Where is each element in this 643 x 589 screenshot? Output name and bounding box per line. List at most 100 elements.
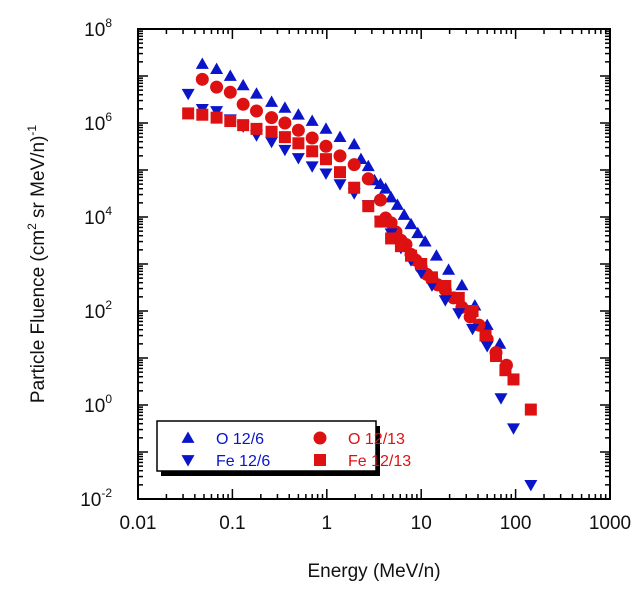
data-point xyxy=(265,111,279,125)
series-o-12-13 xyxy=(195,72,513,372)
data-point xyxy=(452,291,465,304)
data-point xyxy=(210,111,223,124)
legend-item: O 12/13 xyxy=(313,431,405,448)
data-point xyxy=(348,181,361,194)
data-point xyxy=(292,137,305,150)
legend: O 12/6 Fe 12/6 O 12/13 Fe 12/13 xyxy=(156,420,411,476)
data-point xyxy=(405,249,418,262)
y-axis-title-sup2: -1 xyxy=(25,125,39,136)
x-tick-label: 0.1 xyxy=(219,513,245,534)
data-point xyxy=(347,137,361,150)
data-point xyxy=(278,131,291,144)
legend-label: O 12/13 xyxy=(348,431,405,448)
data-point xyxy=(414,267,428,280)
y-tick-label: 10-2 xyxy=(80,486,112,511)
y-tick-labels: 10-2 100 102 104 106 108 xyxy=(80,16,112,511)
legend-label: Fe 12/6 xyxy=(216,453,270,470)
legend-marker-icon xyxy=(181,431,195,443)
data-point xyxy=(411,226,425,239)
data-point xyxy=(236,97,250,111)
data-point xyxy=(415,258,428,270)
data-point xyxy=(223,85,237,99)
data-point xyxy=(195,57,209,69)
data-point xyxy=(265,125,278,138)
data-point xyxy=(507,373,520,386)
series-fe-12-13 xyxy=(182,107,537,416)
y-axis-title-main: Particle Fluence (cm xyxy=(28,230,49,403)
data-point xyxy=(196,108,209,121)
legend-marker-icon xyxy=(313,431,327,445)
data-point xyxy=(236,78,250,91)
data-point xyxy=(490,350,503,363)
data-point xyxy=(333,179,347,191)
data-point xyxy=(333,149,347,163)
legend-item: O 12/6 xyxy=(181,431,264,448)
data-point xyxy=(334,166,347,179)
data-point xyxy=(237,119,250,132)
legend-label: O 12/6 xyxy=(216,431,264,448)
data-point xyxy=(347,158,361,172)
legend-box xyxy=(156,420,377,472)
data-point xyxy=(466,305,479,317)
y-axis-title: Particle Fluence (cm2 sr MeV/n)-1 xyxy=(25,125,49,403)
data-point xyxy=(265,136,279,149)
x-tick-label: 100 xyxy=(500,513,532,534)
data-point xyxy=(305,161,319,173)
data-point xyxy=(442,263,456,275)
data-point xyxy=(466,323,480,336)
data-point xyxy=(319,153,332,166)
data-point xyxy=(223,69,237,81)
x-tick-label: 10 xyxy=(411,513,432,534)
x-axis-title: Energy (MeV/n) xyxy=(307,561,440,582)
data-point xyxy=(494,393,508,405)
x-tick-label: 0.01 xyxy=(120,513,157,534)
data-point xyxy=(195,72,209,86)
data-point xyxy=(374,215,387,228)
data-point xyxy=(250,122,263,135)
data-point xyxy=(181,88,195,101)
data-point xyxy=(305,114,319,126)
data-point xyxy=(425,271,438,284)
data-point xyxy=(361,159,375,172)
data-point xyxy=(249,104,263,118)
data-point xyxy=(305,131,319,145)
y-tick-label: 100 xyxy=(84,392,112,417)
data-point xyxy=(499,364,512,377)
data-point xyxy=(182,107,195,120)
axis-ticks xyxy=(138,29,610,499)
legend-item: Fe 12/13 xyxy=(314,453,411,470)
x-tick-label: 1 xyxy=(322,513,333,534)
data-point xyxy=(373,193,387,207)
data-point xyxy=(480,341,494,353)
data-point xyxy=(278,101,292,113)
data-points xyxy=(181,57,538,492)
data-point xyxy=(319,168,333,180)
data-point xyxy=(319,122,333,134)
data-point xyxy=(524,403,537,416)
data-point xyxy=(394,240,407,253)
legend-marker-icon xyxy=(181,455,195,467)
data-point xyxy=(455,278,469,291)
data-point xyxy=(425,280,439,292)
data-point xyxy=(265,95,279,107)
data-point xyxy=(438,295,452,307)
y-tick-label: 108 xyxy=(84,16,112,41)
x-tick-labels: 0.01 0.1 1 10 100 1000 xyxy=(120,513,632,534)
data-point xyxy=(418,235,432,247)
legend-item: Fe 12/6 xyxy=(181,453,270,470)
data-point xyxy=(397,208,411,220)
legend-label: Fe 12/13 xyxy=(348,453,411,470)
data-point xyxy=(390,198,404,210)
data-point xyxy=(385,232,398,245)
data-point xyxy=(439,280,452,293)
data-point xyxy=(361,172,375,186)
data-point xyxy=(362,200,375,213)
data-point xyxy=(291,153,305,165)
y-tick-label: 104 xyxy=(84,204,112,229)
data-point xyxy=(524,479,538,492)
data-point xyxy=(479,329,492,342)
data-point xyxy=(506,423,520,435)
data-point xyxy=(306,145,319,158)
legend-marker-icon xyxy=(314,454,326,466)
